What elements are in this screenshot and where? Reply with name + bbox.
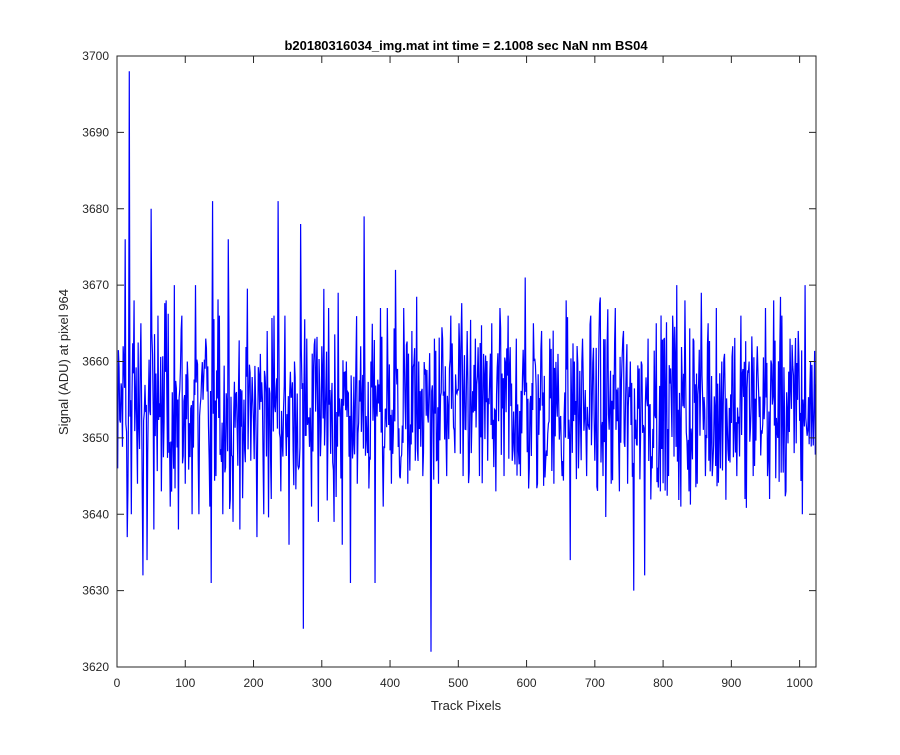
chart-title: b20180316034_img.mat int time = 2.1008 s… xyxy=(284,38,648,53)
x-tick-label: 600 xyxy=(517,676,537,690)
x-tick-label: 500 xyxy=(448,676,468,690)
x-tick-label: 1000 xyxy=(786,676,813,690)
series-line xyxy=(117,71,816,652)
x-tick-label: 200 xyxy=(244,676,264,690)
x-tick-label: 900 xyxy=(721,676,741,690)
x-tick-label: 0 xyxy=(114,676,121,690)
x-tick-label: 100 xyxy=(175,676,195,690)
y-tick-label: 3670 xyxy=(82,278,109,292)
y-tick-label: 3630 xyxy=(82,584,109,598)
plot-area: 0 100 200 300 400 500 600 700 800 900 1000 3620 3630… xyxy=(82,49,817,690)
y-axis-label: Signal (ADU) at pixel 964 xyxy=(56,289,71,435)
y-tick-label: 3620 xyxy=(82,660,109,674)
x-tick-label: 300 xyxy=(312,676,332,690)
y-tick-label: 3640 xyxy=(82,507,109,521)
y-tick-label: 3650 xyxy=(82,431,109,445)
x-tick-label: 400 xyxy=(380,676,400,690)
y-tick-label: 3660 xyxy=(82,355,109,369)
x-tick-label: 700 xyxy=(585,676,605,690)
x-axis-label: Track Pixels xyxy=(431,698,502,713)
y-tick-label: 3700 xyxy=(82,49,109,63)
x-tick-label: 800 xyxy=(653,676,673,690)
y-tick-label: 3680 xyxy=(82,202,109,216)
y-tick-label: 3690 xyxy=(82,125,109,139)
